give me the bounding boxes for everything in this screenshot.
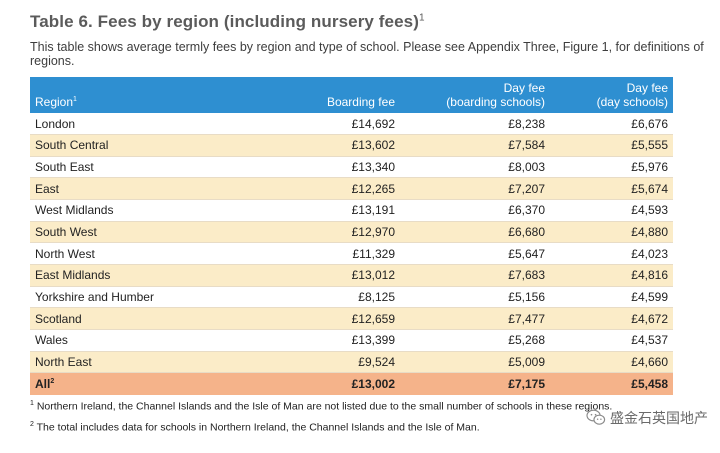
footnote-1-mark: 1 — [30, 400, 34, 407]
day-fee-day-cell: £4,599 — [550, 286, 673, 309]
day-fee-day-cell: £5,555 — [550, 134, 673, 157]
boarding-fee-cell: £13,191 — [270, 199, 400, 222]
day-fee-boarding-cell: £6,680 — [400, 221, 550, 244]
total-day-fee-day: £5,458 — [631, 377, 668, 392]
table-row: East £12,265 £7,207 £5,674 — [30, 177, 673, 201]
table-row: Wales £13,399 £5,268 £4,537 — [30, 329, 673, 352]
table-row: South East £13,340 £8,003 £5,976 — [30, 156, 673, 179]
region-cell: East Midlands — [30, 264, 270, 287]
table-footer: All2 £13,002 £7,175 £5,458 — [30, 372, 673, 395]
header-row: Region1 Boarding fee Day fee (boarding s… — [30, 77, 673, 113]
day-fee-boarding-cell: £5,009 — [400, 351, 550, 374]
table-row: North West £11,329 £5,647 £4,023 — [30, 242, 673, 266]
day-fee-boarding-cell: £5,647 — [400, 242, 550, 266]
header-day-fee-day: Day fee (day schools) — [550, 77, 673, 113]
region-cell: West Midlands — [30, 199, 270, 222]
header-day-fee-boarding: Day fee (boarding schools) — [400, 77, 550, 113]
footnote-2-text: The total includes data for schools in N… — [36, 421, 480, 434]
boarding-fee-cell: £8,125 — [270, 286, 400, 309]
boarding-fee-cell: £13,012 — [270, 264, 400, 287]
header-region-label: Region — [35, 95, 74, 109]
day-fee-day-cell: £5,976 — [550, 156, 673, 179]
region-cell: South East — [30, 156, 270, 179]
day-fee-boarding-cell: £7,683 — [400, 264, 550, 287]
region-cell: Yorkshire and Humber — [30, 286, 270, 309]
footnote-1-text: Northern Ireland, the Channel Islands an… — [36, 400, 613, 413]
table-row: West Midlands £13,191 £6,370 £4,593 — [30, 199, 673, 222]
region-cell: North East — [30, 351, 270, 374]
region-cell: Scotland — [30, 307, 270, 331]
header-region: Region1 — [30, 77, 270, 113]
header-region-note: 1 — [73, 96, 77, 103]
table-row: Yorkshire and Humber £8,125 £5,156 £4,59… — [30, 286, 673, 309]
region-cell: London — [30, 113, 270, 136]
footnote-1: 1 Northern Ireland, the Channel Islands … — [30, 400, 612, 413]
wechat-icon — [586, 409, 606, 425]
header-day-fee-day-line2: (day schools) — [596, 95, 668, 109]
day-fee-day-cell: £5,674 — [550, 177, 673, 201]
table-body: London £14,692 £8,238 £6,676 South Centr… — [30, 113, 673, 374]
day-fee-boarding-cell: £5,268 — [400, 329, 550, 352]
total-label-cell: All2 — [30, 373, 270, 395]
region-cell: South West — [30, 221, 270, 244]
footnote-2: 2 The total includes data for schools in… — [30, 421, 480, 434]
day-fee-boarding-cell: £8,238 — [400, 113, 550, 136]
table-title-text: Table 6. Fees by region (including nurse… — [30, 12, 419, 31]
boarding-fee-cell: £12,659 — [270, 307, 400, 331]
table-row: London £14,692 £8,238 £6,676 — [30, 113, 673, 136]
boarding-fee-cell: £12,265 — [270, 177, 400, 201]
region-cell: South Central — [30, 134, 270, 157]
day-fee-boarding-cell: £8,003 — [400, 156, 550, 179]
day-fee-day-cell: £4,537 — [550, 329, 673, 352]
boarding-fee-cell: £12,970 — [270, 221, 400, 244]
boarding-fee-cell: £14,692 — [270, 113, 400, 136]
region-cell: North West — [30, 242, 270, 266]
day-fee-boarding-cell: £7,584 — [400, 134, 550, 157]
footnote-2-mark: 2 — [30, 421, 34, 428]
table-row: Scotland £12,659 £7,477 £4,672 — [30, 307, 673, 331]
boarding-fee-cell: £13,340 — [270, 156, 400, 179]
day-fee-boarding-cell: £7,207 — [400, 177, 550, 201]
total-day-fee-boarding: £7,175 — [508, 377, 545, 392]
day-fee-day-cell: £4,593 — [550, 199, 673, 222]
day-fee-day-cell: £4,816 — [550, 264, 673, 287]
boarding-fee-cell: £13,602 — [270, 134, 400, 157]
table-row: South Central £13,602 £7,584 £5,555 — [30, 134, 673, 157]
header-day-fee-boarding-line1: Day fee — [503, 81, 545, 95]
table-description: This table shows average termly fees by … — [30, 40, 704, 68]
table-header: Region1 Boarding fee Day fee (boarding s… — [30, 77, 673, 113]
fees-table: Region1 Boarding fee Day fee (boarding s… — [30, 77, 673, 395]
table-row: East Midlands £13,012 £7,683 £4,816 — [30, 264, 673, 287]
total-boarding-fee: £13,002 — [351, 377, 395, 392]
watermark-text: 盛金石英国地产 — [610, 411, 708, 427]
boarding-fee-cell: £9,524 — [270, 351, 400, 374]
region-cell: Wales — [30, 329, 270, 352]
day-fee-day-cell: £4,672 — [550, 307, 673, 331]
header-day-fee-day-line1: Day fee — [626, 81, 668, 95]
watermark: 盛金石英国地产 — [586, 408, 708, 428]
total-label-note: 2 — [50, 378, 55, 386]
title-footnote-mark: 1 — [418, 12, 425, 24]
day-fee-day-cell: £6,676 — [550, 113, 673, 136]
table-title: Table 6. Fees by region (including nurse… — [30, 12, 425, 32]
day-fee-day-cell: £4,880 — [550, 221, 673, 244]
boarding-fee-cell: £13,399 — [270, 329, 400, 352]
table-row: South West £12,970 £6,680 £4,880 — [30, 221, 673, 244]
region-cell: East — [30, 177, 270, 201]
header-day-fee-boarding-line2: (boarding schools) — [446, 95, 545, 109]
total-label: All — [35, 377, 51, 392]
day-fee-day-cell: £4,023 — [550, 242, 673, 266]
table-row: North East £9,524 £5,009 £4,660 — [30, 351, 673, 374]
total-row: All2 £13,002 £7,175 £5,458 — [30, 372, 673, 395]
header-boarding-fee: Boarding fee — [326, 95, 395, 109]
boarding-fee-cell: £11,329 — [270, 242, 400, 266]
day-fee-boarding-cell: £6,370 — [400, 199, 550, 222]
day-fee-boarding-cell: £7,477 — [400, 307, 550, 331]
day-fee-day-cell: £4,660 — [550, 351, 673, 374]
day-fee-boarding-cell: £5,156 — [400, 286, 550, 309]
